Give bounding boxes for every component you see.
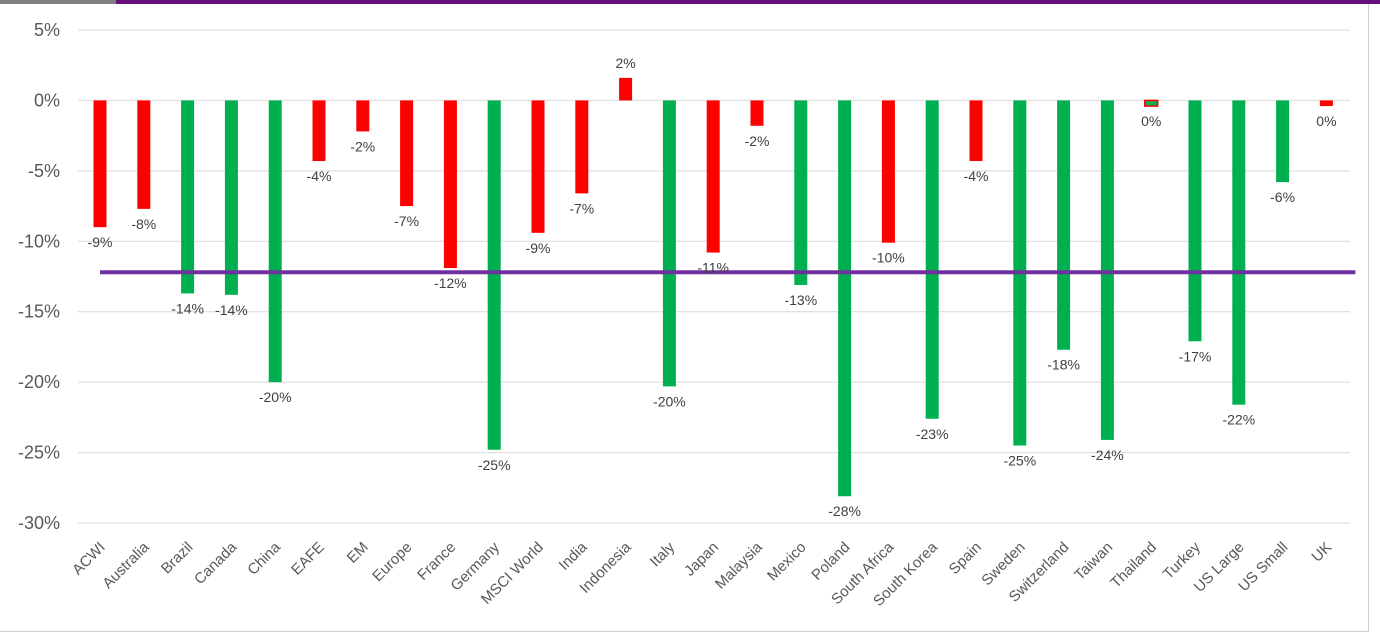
top-strip-gray [0,0,116,4]
data-label: -14% [171,300,204,316]
x-category-label: Japan [681,539,722,580]
bar-italy [662,100,676,387]
data-label: -24% [1091,447,1124,463]
bar-uk [1319,100,1333,107]
bar-us-small [1276,100,1290,183]
data-label: -11% [697,260,729,276]
data-label: -28% [828,503,861,519]
x-category-label: EAFE [288,539,328,579]
bar-south-korea [925,100,939,419]
data-label: -7% [569,200,594,216]
bar-switzerland [1057,100,1071,350]
x-category-label: China [244,538,284,578]
data-label: -22% [1222,412,1255,428]
x-category-label: Canada [191,538,241,588]
y-tick-label: -15% [18,302,60,322]
data-label: 0% [1316,113,1336,129]
x-category-label: UK [1308,539,1335,566]
data-label: -6% [1270,189,1295,205]
data-label: -12% [434,275,467,291]
bar-europe [400,100,414,207]
data-label: -18% [1047,357,1080,373]
data-label: -25% [1003,453,1036,469]
bar-thailand [1143,99,1159,107]
bar-china [268,100,282,383]
x-category-label: Thailand [1107,539,1160,592]
bar-canada [224,100,238,295]
data-label: -14% [215,302,248,318]
x-category-label: Malaysia [712,538,766,592]
bar-eafe [312,100,326,161]
data-label: -8% [131,216,156,232]
y-tick-label: -20% [18,372,60,392]
top-strip-purple [116,0,1380,4]
chart-frame [0,4,1369,632]
y-tick-label: 5% [34,20,60,40]
x-category-label: Australia [99,538,153,592]
data-label: -25% [478,457,511,473]
data-label: -2% [350,138,375,154]
bar-mexico [794,100,808,285]
y-tick-label: -25% [18,443,60,463]
data-label: 2% [615,55,635,71]
bar-turkey [1188,100,1202,342]
bar-malaysia [750,100,764,126]
x-category-label: Mexico [764,539,810,585]
bars [93,77,1333,497]
gridlines [78,29,1350,524]
x-category-label: Brazil [158,539,197,578]
bar-brazil [181,100,195,294]
bar-spain [969,100,983,161]
y-tick-label: -5% [28,161,60,181]
data-label: -17% [1179,348,1212,364]
bar-us-large [1232,100,1246,405]
bar-india [575,100,589,194]
bar-south-africa [881,100,895,243]
data-label: -9% [88,234,113,250]
data-label: -9% [526,240,551,256]
x-category-label: Italy [647,538,679,570]
data-label: -23% [916,426,949,442]
bar-france [443,100,457,269]
bar-japan [706,100,720,253]
x-category-label: Europe [369,539,415,585]
y-tick-label: -30% [18,513,60,533]
bar-taiwan [1100,100,1114,440]
x-category-label: EM [344,539,372,567]
y-tick-label: 0% [34,90,60,110]
data-label: -7% [394,213,419,229]
x-category-label: India [556,538,591,573]
bar-em [356,100,370,132]
data-label: -2% [745,133,770,149]
x-category-label: ACWI [69,539,109,579]
data-labels: -9% -8% -14% -14% -20% -4% -2% -7% -12% -25% -9% -7… [88,55,1337,519]
bar-msci-world [531,100,545,233]
bar-indonesia [619,77,633,101]
data-label: -10% [872,250,905,266]
data-label: -13% [784,292,817,308]
bar-australia [137,100,151,209]
y-tick-label: -10% [18,231,60,251]
data-label: -4% [964,168,989,184]
x-category-label: Spain [946,539,985,578]
bar-poland [838,100,852,497]
data-label: -4% [307,168,332,184]
bar-germany [487,100,501,450]
data-label: 0% [1141,113,1161,129]
data-label: -20% [653,393,686,409]
data-label: -20% [259,389,292,405]
y-axis-ticks: 5% 0% -5% -10% -15% -20% -25% -30% [18,20,60,533]
bar-acwi [93,100,107,228]
